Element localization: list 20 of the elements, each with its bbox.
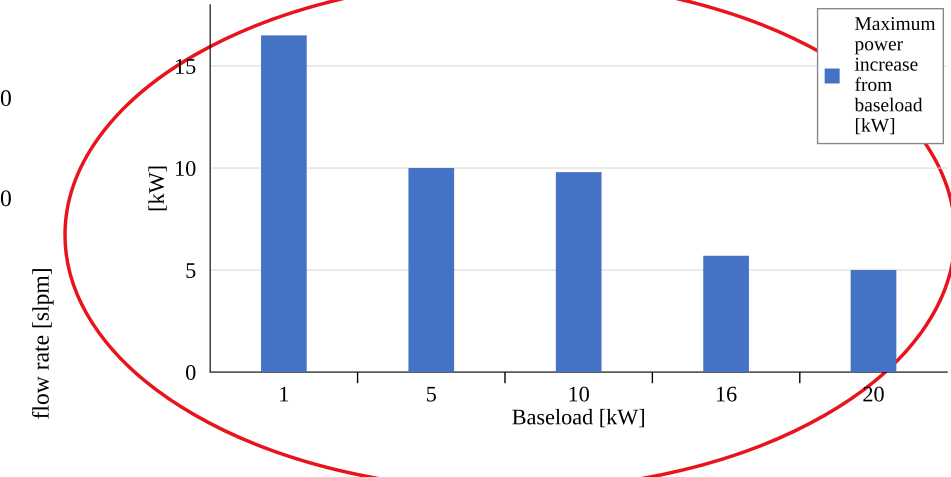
x-tick-label: 5 (427, 386, 436, 402)
x-tick-label: 1 (280, 386, 288, 402)
bar (261, 35, 307, 372)
y-axis-title: [kW] (148, 166, 167, 210)
x-tick-label: 20 (863, 386, 884, 402)
text: 0 (0, 190, 11, 206)
y-tick-label: 15 (176, 59, 196, 74)
bar (850, 270, 896, 372)
text: flow rate [slpm] (32, 269, 54, 419)
text: 0 (0, 90, 11, 106)
bar (408, 168, 454, 372)
y-tick-label: 10 (176, 160, 196, 176)
bar (703, 256, 749, 372)
x-tick-label: 16 (716, 386, 737, 402)
y-tick-label: 5 (186, 263, 196, 278)
legend-label: Maximum power increase from baseload [kW] (854, 17, 936, 134)
y-tick-label: 0 (186, 364, 196, 380)
bar (556, 172, 602, 372)
x-tick-label: 10 (570, 386, 589, 402)
x-axis-title: Baseload [kW] (512, 408, 644, 428)
